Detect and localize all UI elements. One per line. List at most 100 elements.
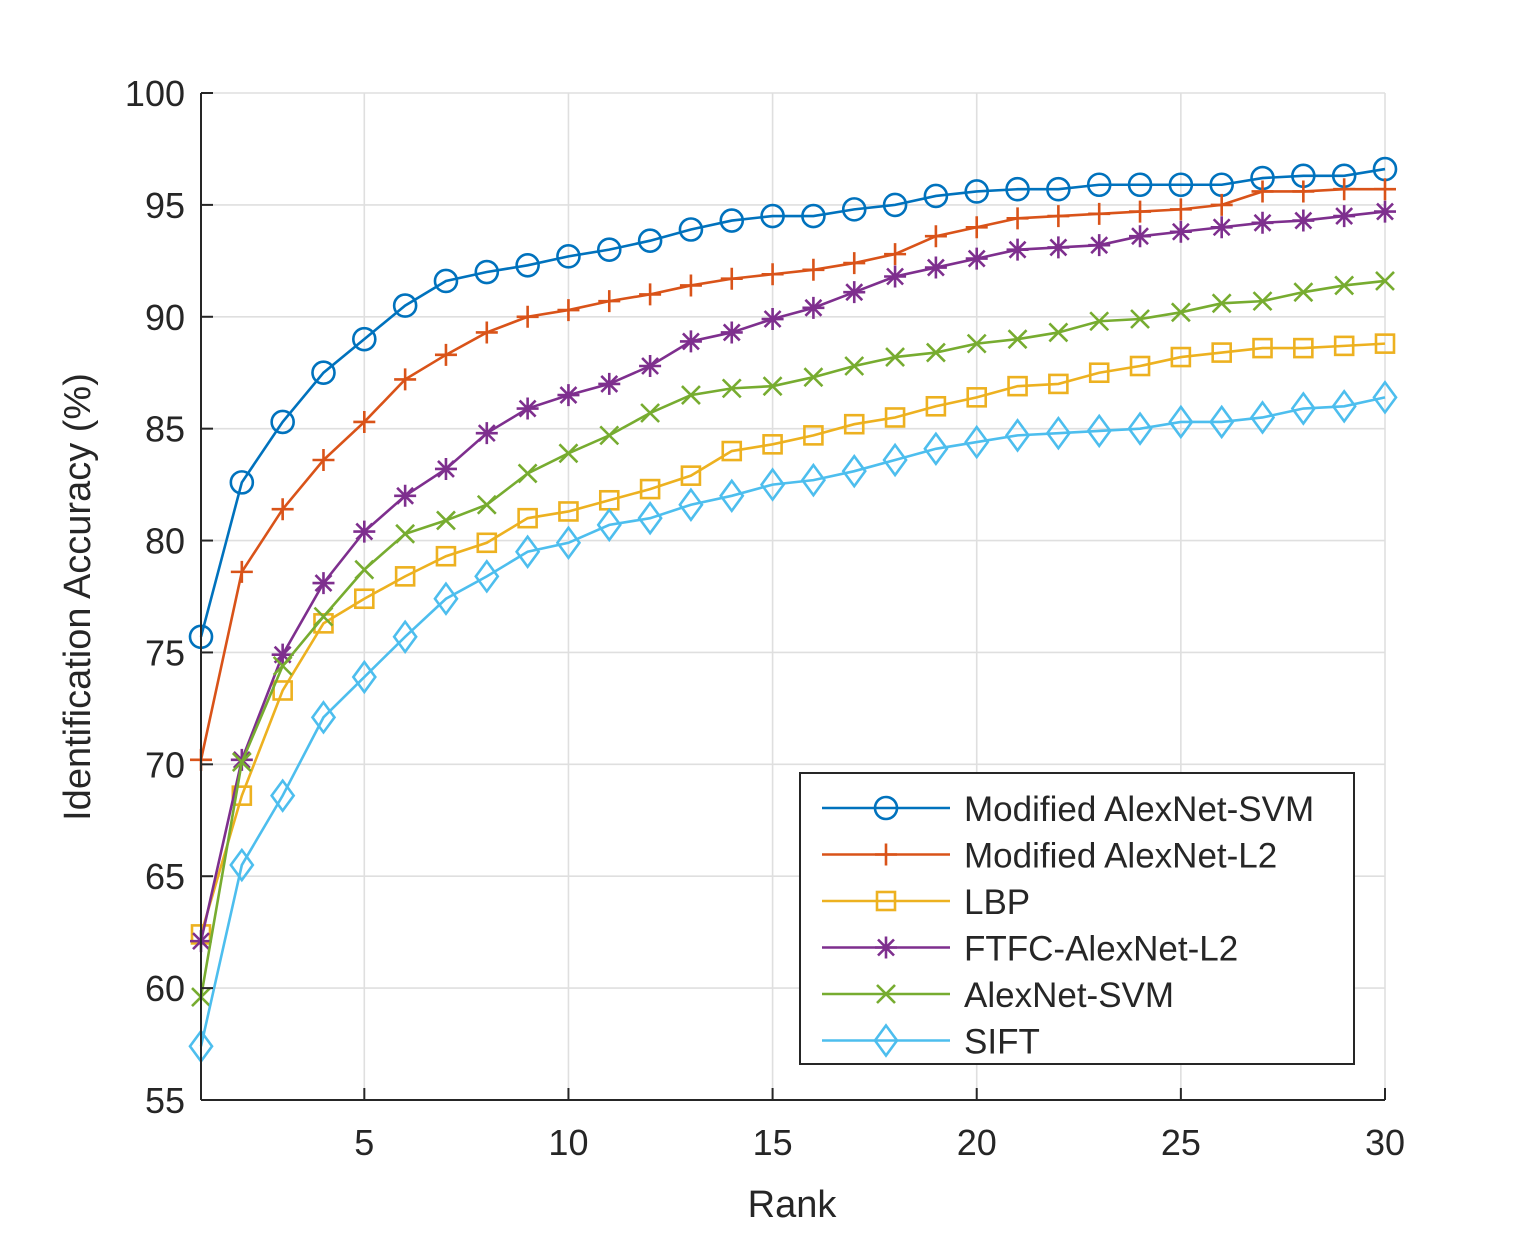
y-tick-label: 80 bbox=[145, 521, 185, 562]
data-point bbox=[516, 397, 539, 420]
data-point bbox=[761, 308, 784, 331]
legend-entry: LBP bbox=[822, 883, 1030, 922]
data-point bbox=[1334, 275, 1355, 296]
data-point bbox=[1127, 172, 1153, 198]
data-point bbox=[1046, 176, 1071, 202]
data-point bbox=[558, 443, 579, 464]
x-axis-label: Rank bbox=[748, 1184, 838, 1226]
data-point bbox=[555, 525, 582, 560]
data-point bbox=[801, 203, 826, 229]
data-point bbox=[517, 463, 538, 484]
data-point bbox=[1252, 291, 1273, 312]
data-point bbox=[557, 299, 580, 322]
data-point bbox=[719, 478, 745, 513]
data-point bbox=[272, 655, 293, 676]
data-point bbox=[1047, 205, 1070, 228]
data-point bbox=[639, 478, 661, 500]
data-point bbox=[557, 384, 580, 407]
data-point bbox=[964, 179, 990, 204]
data-point bbox=[1006, 207, 1029, 230]
data-point bbox=[1209, 404, 1235, 440]
y-tick-label: 65 bbox=[145, 856, 185, 897]
data-point bbox=[1170, 346, 1192, 368]
data-point bbox=[1006, 238, 1029, 261]
data-point bbox=[924, 256, 947, 279]
data-point bbox=[884, 243, 907, 266]
data-point bbox=[843, 413, 865, 435]
data-point bbox=[312, 448, 335, 471]
data-point bbox=[924, 225, 947, 248]
data-point bbox=[884, 407, 906, 428]
data-point bbox=[680, 465, 702, 486]
data-point bbox=[229, 470, 255, 495]
data-point bbox=[599, 425, 620, 446]
data-point bbox=[720, 321, 743, 344]
data-point bbox=[1130, 309, 1150, 329]
data-point bbox=[475, 321, 498, 344]
data-point bbox=[1333, 335, 1355, 357]
data-point bbox=[436, 510, 456, 531]
data-point bbox=[310, 700, 337, 735]
data-point bbox=[762, 376, 783, 397]
data-point bbox=[353, 520, 376, 543]
data-point bbox=[1169, 220, 1192, 243]
series-line bbox=[199, 342, 1386, 935]
data-point bbox=[721, 378, 742, 399]
data-point bbox=[313, 606, 334, 627]
legend-label: Modified AlexNet-L2 bbox=[964, 837, 1277, 876]
data-point bbox=[1374, 200, 1396, 223]
legend-entry: AlexNet-SVM bbox=[822, 976, 1174, 1015]
y-tick-label: 70 bbox=[145, 744, 185, 785]
series-modified-alexnet-svm bbox=[188, 156, 1398, 650]
data-point bbox=[882, 442, 908, 478]
data-point bbox=[1045, 415, 1071, 451]
data-point bbox=[230, 560, 253, 583]
data-point bbox=[803, 425, 824, 446]
data-point bbox=[433, 581, 459, 616]
y-tick-label: 55 bbox=[145, 1080, 185, 1121]
legend: Modified AlexNet-SVM Modified AlexNet-L2 L… bbox=[799, 772, 1355, 1065]
data-point bbox=[1292, 180, 1315, 203]
x-tick-label: 30 bbox=[1365, 1122, 1405, 1163]
series-sift bbox=[188, 380, 1398, 1064]
data-point bbox=[351, 659, 377, 695]
data-point bbox=[558, 501, 579, 522]
series-alexnet-svm bbox=[191, 271, 1395, 1007]
data-point bbox=[515, 253, 540, 278]
x-tick-label: 5 bbox=[354, 1122, 374, 1163]
legend-box bbox=[799, 772, 1355, 1065]
data-point bbox=[517, 507, 538, 529]
axes bbox=[200, 92, 1386, 1101]
y-tick-label: 75 bbox=[145, 632, 185, 673]
data-point bbox=[802, 258, 825, 281]
legend-marker bbox=[875, 936, 897, 959]
data-point bbox=[1249, 400, 1276, 435]
legend-entry: Modified AlexNet-L2 bbox=[822, 837, 1277, 876]
legend-entry: FTFC-AlexNet-L2 bbox=[822, 930, 1238, 969]
data-point bbox=[596, 507, 622, 543]
data-point bbox=[679, 330, 702, 353]
legend-marker bbox=[873, 1023, 899, 1058]
data-point bbox=[965, 216, 988, 239]
data-point bbox=[394, 368, 417, 391]
data-point bbox=[679, 274, 702, 297]
data-point bbox=[760, 203, 785, 229]
data-point bbox=[1089, 311, 1110, 332]
data-point bbox=[1170, 302, 1191, 323]
data-point bbox=[1211, 342, 1232, 363]
data-point bbox=[270, 778, 296, 813]
data-point bbox=[1004, 418, 1031, 453]
data-point bbox=[681, 385, 701, 406]
data-point bbox=[435, 545, 457, 567]
data-point bbox=[1333, 205, 1356, 228]
data-point bbox=[515, 534, 541, 569]
data-point bbox=[395, 523, 416, 544]
data-point bbox=[1048, 373, 1069, 395]
data-point bbox=[353, 410, 376, 433]
data-point bbox=[1088, 234, 1111, 257]
data-point bbox=[844, 356, 865, 376]
data-point bbox=[1375, 271, 1395, 291]
data-point bbox=[1086, 172, 1112, 198]
grid-lines bbox=[201, 92, 1386, 1101]
data-point bbox=[1210, 216, 1233, 239]
